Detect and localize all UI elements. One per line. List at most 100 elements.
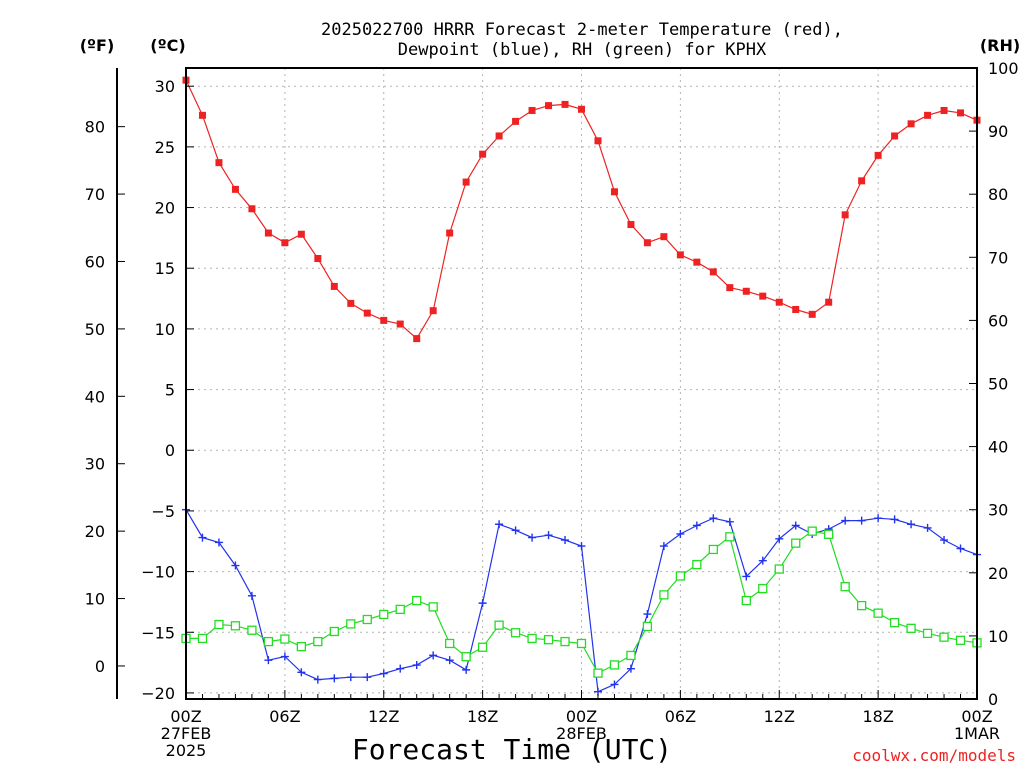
rh-point [955,635,966,645]
dewpoint-point [923,523,932,532]
rh-point [362,614,372,625]
dewpoint-point [330,674,339,683]
dewpoint-point [511,526,520,535]
dewpoint-point [890,515,899,524]
rh-point [247,625,257,635]
celsius-tick-label: −15 [141,623,175,642]
dewpoint-point [396,664,405,673]
rh-point [609,660,620,670]
dewpoint-point [528,533,537,542]
temperature-point [775,298,783,306]
time-tick-label: 00Z [566,707,597,726]
temperature-point [792,305,800,313]
temperature-point [347,299,355,307]
fahrenheit-tick-label: 60 [85,252,105,271]
temperature-point [709,268,717,276]
temperature-point [660,233,668,241]
temperature-point [495,132,503,140]
rh-tick-label: 100 [988,59,1019,78]
fahrenheit-tick-label: 30 [85,455,105,474]
temperature-point [462,178,470,186]
dewpoint-point [214,538,223,547]
rh-point [708,544,718,555]
rh-point [741,595,751,606]
celsius-tick-label: −10 [141,563,175,582]
dewpoint-point [363,673,372,682]
rh-point [939,632,949,642]
temperature-point [281,239,289,247]
temperature-point [396,320,404,328]
time-tick-label: 06Z [665,707,696,726]
rh-point [379,609,389,620]
rh-point [346,619,356,629]
rh-axis: 0 10 20 30 40 50 60 70 80 90 100 [969,59,1019,709]
temperature-point [446,229,454,237]
temperature-series [182,76,981,343]
temperature-point [248,205,256,213]
dewpoint-point [956,544,965,553]
dewpoint-point [709,514,718,523]
temperature-point [891,132,899,140]
time-tick-label: 12Z [368,707,399,726]
celsius-tick-label: 20 [155,199,175,218]
celsius-tick-label: 30 [155,77,175,96]
temperature-point [874,151,882,159]
temperature-point [413,335,421,343]
rh-point [214,619,224,630]
dewpoint-point [346,673,355,682]
fahrenheit-tick-label: 80 [85,118,105,137]
temperature-point [314,255,322,263]
rh-tick-label: 10 [988,627,1008,646]
rh-point [280,634,290,644]
celsius-unit-label: (ºC) [150,36,185,55]
time-tick-label: 18Z [862,707,893,726]
temperature-point [297,230,305,238]
rh-point [791,538,801,548]
dewpoint-point [198,533,207,542]
rh-point [230,621,241,631]
rh-tick-label: 60 [988,311,1008,330]
dewpoint-point [445,656,454,665]
dewpoint-point [544,531,553,540]
chart-title-line-1: 2025022700 HRRR Forecast 2-meter Tempera… [321,20,843,40]
temperature-point [957,109,965,117]
rh-point [807,526,817,536]
dewpoint-point [313,675,322,684]
fahrenheit-tick-label: 0 [95,657,105,676]
dewpoint-point [791,521,800,530]
temperature-point [808,310,816,318]
temperature-point [907,120,915,128]
rh-point [329,626,339,637]
temperature-point [198,111,206,119]
dewpoint-point [280,652,289,661]
x-axis-title: Forecast Time (UTC) [352,733,672,766]
dewpoint-point [841,516,850,525]
fahrenheit-tick-label: 10 [85,590,105,609]
temperature-point [676,251,684,259]
celsius-tick-label: 5 [165,381,175,400]
celsius-axis: −20 −15 −10 −5 0 5 10 15 20 25 30 [141,77,194,703]
rh-point [659,590,669,600]
dewpoint-point [561,536,570,545]
dewpoint-point [692,521,701,530]
rh-tick-label: 40 [988,438,1008,457]
dewpoint-point [874,514,883,523]
time-tick-label: 18Z [467,707,498,726]
temperature-point [578,105,585,113]
celsius-tick-label: 0 [165,441,175,460]
temperature-point [693,258,701,266]
temperature-point [643,239,651,247]
temperature-point [380,316,388,324]
dewpoint-point [379,669,388,678]
celsius-tick-label: −5 [151,502,175,521]
dewpoint-series [182,505,981,696]
time-tick-label: 27FEB [161,724,212,743]
temperature-point [627,221,635,229]
dewpoint-point [742,572,751,581]
fahrenheit-unit-label: (ºF) [80,36,115,55]
rh-point [626,650,636,661]
dewpoint-point [577,542,586,551]
time-tick-label: 00Z [170,707,201,726]
dewpoint-point [231,561,240,570]
